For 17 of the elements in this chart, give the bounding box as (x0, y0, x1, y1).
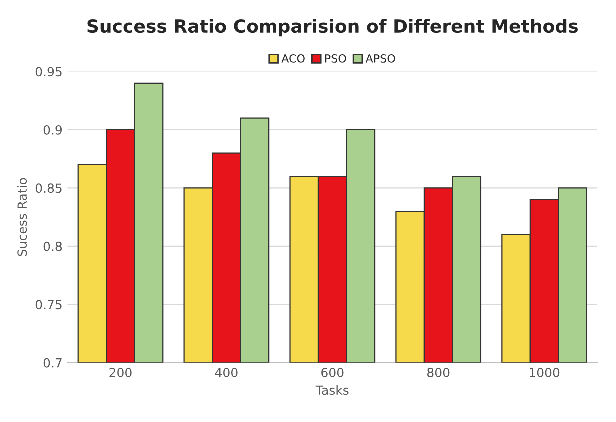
legend-label: APSO (366, 54, 396, 63)
y-tick-label: 0.95 (36, 67, 62, 77)
legend-label: ACO (282, 54, 305, 63)
x-tick-label: 200 (110, 368, 132, 378)
x-axis-title: Tasks (316, 385, 349, 396)
y-tick-label: 0.75 (36, 300, 62, 310)
x-tick-label: 800 (428, 368, 450, 378)
legend-label: PSO (325, 54, 346, 63)
x-tick-label: 1000 (530, 368, 560, 378)
y-tick-label: 0.9 (44, 125, 62, 135)
y-tick-label: 0.7 (44, 358, 62, 368)
x-tick-label: 600 (322, 368, 344, 378)
y-tick-label: 0.85 (36, 184, 62, 194)
y-tick-label: 0.8 (44, 242, 62, 252)
chart-title: Success Ratio Comparision of Different Methods (88, 19, 578, 37)
x-tick-label: 400 (215, 368, 238, 378)
y-axis-title: Sucess Ratio (17, 178, 28, 256)
